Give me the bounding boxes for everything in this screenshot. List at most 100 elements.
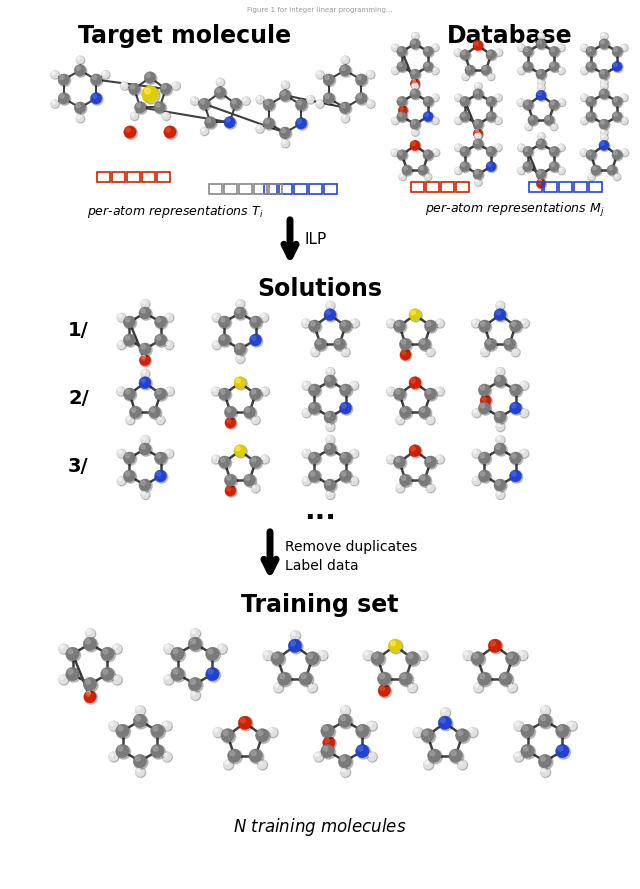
Circle shape <box>363 651 372 660</box>
Circle shape <box>409 684 412 687</box>
Circle shape <box>449 749 463 763</box>
Circle shape <box>256 125 264 133</box>
Circle shape <box>426 348 435 356</box>
Circle shape <box>400 107 403 110</box>
Circle shape <box>525 163 528 166</box>
Circle shape <box>599 89 609 99</box>
Circle shape <box>225 406 236 418</box>
Circle shape <box>219 334 232 348</box>
Circle shape <box>351 477 354 481</box>
Circle shape <box>400 407 413 420</box>
Circle shape <box>124 470 136 484</box>
Circle shape <box>342 453 346 458</box>
Circle shape <box>431 44 438 51</box>
Circle shape <box>433 118 435 121</box>
Circle shape <box>165 676 168 679</box>
Circle shape <box>558 144 565 152</box>
Circle shape <box>323 736 335 749</box>
Circle shape <box>134 755 148 769</box>
Circle shape <box>308 97 310 100</box>
Circle shape <box>621 45 624 47</box>
Circle shape <box>435 387 444 396</box>
Circle shape <box>428 485 430 488</box>
Circle shape <box>551 48 554 52</box>
Circle shape <box>397 97 408 108</box>
Bar <box>141 172 154 182</box>
Circle shape <box>424 150 434 161</box>
Circle shape <box>497 423 500 427</box>
Circle shape <box>326 422 334 431</box>
Circle shape <box>586 150 597 161</box>
Circle shape <box>612 62 623 73</box>
Circle shape <box>324 443 336 455</box>
Circle shape <box>256 124 264 132</box>
Circle shape <box>58 92 70 104</box>
Circle shape <box>479 470 490 482</box>
Circle shape <box>515 753 518 757</box>
Circle shape <box>221 317 225 322</box>
Circle shape <box>472 449 481 458</box>
Circle shape <box>298 100 301 105</box>
Circle shape <box>599 39 609 49</box>
Circle shape <box>310 472 315 476</box>
Circle shape <box>155 470 166 482</box>
Circle shape <box>474 129 481 136</box>
Circle shape <box>356 75 368 86</box>
Circle shape <box>475 131 478 133</box>
Circle shape <box>215 87 227 100</box>
Circle shape <box>550 147 560 157</box>
Circle shape <box>244 475 257 487</box>
Circle shape <box>326 368 335 377</box>
Circle shape <box>488 113 492 116</box>
Circle shape <box>475 132 483 140</box>
Circle shape <box>476 84 478 86</box>
Circle shape <box>155 470 168 484</box>
Circle shape <box>140 308 152 320</box>
Circle shape <box>550 101 554 105</box>
Circle shape <box>426 415 435 424</box>
Circle shape <box>425 113 428 116</box>
Bar <box>157 172 170 182</box>
Circle shape <box>454 49 461 57</box>
Circle shape <box>412 78 419 85</box>
Circle shape <box>537 180 547 189</box>
Circle shape <box>282 81 290 90</box>
Circle shape <box>212 388 221 396</box>
Circle shape <box>155 453 168 465</box>
Circle shape <box>601 91 604 94</box>
Circle shape <box>340 470 353 484</box>
Circle shape <box>250 388 262 400</box>
Circle shape <box>90 74 102 85</box>
Circle shape <box>496 310 500 315</box>
Circle shape <box>326 367 334 376</box>
Circle shape <box>412 70 415 74</box>
Circle shape <box>351 450 354 453</box>
Circle shape <box>392 117 399 124</box>
Circle shape <box>409 444 421 457</box>
Circle shape <box>523 726 528 731</box>
Circle shape <box>433 95 435 98</box>
Circle shape <box>250 316 263 329</box>
Circle shape <box>321 744 334 757</box>
Circle shape <box>409 377 421 388</box>
Circle shape <box>391 148 398 156</box>
Circle shape <box>557 144 564 151</box>
Circle shape <box>109 751 118 761</box>
Circle shape <box>461 51 471 60</box>
Circle shape <box>134 101 146 113</box>
Circle shape <box>100 647 114 661</box>
Circle shape <box>208 669 212 674</box>
Circle shape <box>582 45 584 47</box>
Circle shape <box>113 676 117 679</box>
Circle shape <box>473 40 483 51</box>
Text: ...: ... <box>304 497 336 525</box>
Circle shape <box>355 92 367 104</box>
Circle shape <box>549 61 559 72</box>
Circle shape <box>340 384 351 396</box>
Circle shape <box>307 653 321 667</box>
Circle shape <box>116 725 131 739</box>
Circle shape <box>536 139 546 149</box>
Circle shape <box>550 124 558 131</box>
Circle shape <box>435 455 444 463</box>
Circle shape <box>113 675 122 685</box>
